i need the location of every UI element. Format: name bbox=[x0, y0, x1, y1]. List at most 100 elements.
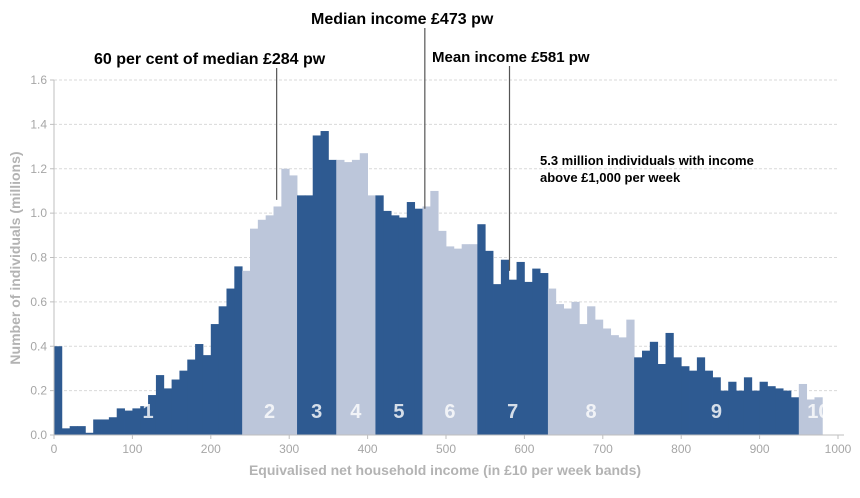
histogram-bar bbox=[210, 324, 220, 435]
histogram-bar bbox=[116, 408, 125, 435]
y-tick-label: 0.8 bbox=[30, 251, 47, 265]
histogram-bar bbox=[649, 341, 659, 435]
histogram-bar bbox=[289, 175, 298, 435]
histogram-bar bbox=[281, 168, 290, 435]
histogram-bar bbox=[767, 386, 776, 435]
y-tick-label: 0.2 bbox=[30, 384, 47, 398]
histogram-bar bbox=[312, 135, 321, 435]
histogram-bar bbox=[304, 195, 314, 435]
histogram-bar bbox=[108, 417, 118, 435]
y-tick-labels: 0.0 0.2 0.4 0.6 0.8 1.0 1.2 1.4 1.6 bbox=[30, 73, 47, 442]
histogram-bar bbox=[673, 357, 682, 435]
histogram-bar bbox=[187, 359, 196, 435]
histogram-bar bbox=[555, 304, 564, 435]
histogram-bar bbox=[77, 426, 86, 435]
histogram-bar bbox=[728, 381, 737, 435]
histogram-bar bbox=[265, 215, 274, 435]
decile-label: 8 bbox=[585, 401, 596, 423]
histogram-bar bbox=[500, 259, 510, 435]
histogram-bar bbox=[148, 395, 157, 435]
histogram-bar bbox=[563, 308, 572, 435]
histogram-bar bbox=[344, 162, 353, 435]
histogram-bar bbox=[540, 273, 549, 435]
histogram-bar bbox=[571, 301, 580, 435]
histogram-bar bbox=[814, 397, 823, 435]
histogram-bar bbox=[477, 224, 486, 435]
x-tick-label: 400 bbox=[358, 442, 378, 456]
histogram-bar bbox=[736, 390, 745, 435]
histogram-bar bbox=[759, 381, 768, 435]
decile-label: 1 bbox=[143, 401, 154, 423]
x-axis-title: Equivalised net household income (in £10… bbox=[249, 462, 641, 478]
decile-label: 5 bbox=[393, 401, 404, 423]
histogram-bar bbox=[226, 288, 235, 435]
histogram-bar bbox=[806, 399, 815, 435]
histogram-bar bbox=[657, 364, 666, 435]
annotations: 60 per cent of median £284 pw Median inco… bbox=[94, 11, 590, 68]
high-income-note-line-2: above £1,000 per week bbox=[540, 170, 681, 185]
histogram-bar bbox=[132, 408, 141, 435]
y-tick-label: 0.6 bbox=[30, 295, 47, 309]
histogram-bar bbox=[602, 328, 612, 435]
decile-label: 7 bbox=[507, 401, 518, 423]
histogram-bar bbox=[626, 319, 635, 435]
histogram-bar bbox=[179, 370, 188, 435]
histogram-bar bbox=[508, 279, 517, 435]
histogram-bar bbox=[579, 324, 588, 435]
histogram-bar bbox=[743, 377, 753, 435]
y-axis-title: Number of individuals (millions) bbox=[7, 151, 23, 364]
histogram-bar bbox=[547, 288, 557, 435]
histogram-bar bbox=[202, 355, 212, 435]
histogram-bar bbox=[250, 228, 259, 435]
histogram-bar bbox=[163, 388, 172, 435]
x-tick-label: 0 bbox=[51, 442, 58, 456]
histogram-bar bbox=[54, 346, 63, 435]
histogram-bar bbox=[485, 250, 494, 435]
histogram-bar bbox=[610, 335, 619, 435]
histogram-bar bbox=[446, 246, 455, 435]
histogram-bar bbox=[532, 268, 541, 435]
histogram-bar bbox=[61, 428, 71, 435]
histogram-bar bbox=[124, 410, 133, 435]
y-tick-label: 0.4 bbox=[30, 339, 47, 353]
histogram-bars bbox=[54, 131, 823, 435]
y-tick-label: 1.2 bbox=[30, 162, 47, 176]
histogram-bar bbox=[634, 357, 643, 435]
histogram-bar bbox=[391, 215, 400, 435]
x-tick-label: 800 bbox=[671, 442, 691, 456]
annotation-label: 60 per cent of median £284 pw bbox=[94, 51, 326, 68]
histogram-bar bbox=[689, 370, 698, 435]
x-tick-labels: 0 100 200 300 400 500 600 700 800 900 1000 bbox=[51, 442, 852, 456]
histogram-bar bbox=[351, 159, 361, 435]
histogram-bar bbox=[696, 357, 706, 435]
histogram-bar bbox=[328, 159, 337, 435]
y-tick-label: 1.0 bbox=[30, 206, 47, 220]
axes bbox=[53, 80, 844, 436]
y-tick-label: 1.6 bbox=[30, 73, 47, 87]
histogram-bar bbox=[398, 217, 408, 435]
histogram-bar bbox=[93, 419, 102, 435]
decile-label: 3 bbox=[311, 401, 322, 423]
histogram-bar bbox=[665, 332, 674, 435]
decile-labels: 1 2 3 4 5 6 7 8 9 10 bbox=[143, 401, 830, 423]
x-tick-label: 1000 bbox=[825, 442, 852, 456]
histogram-bar bbox=[493, 284, 502, 435]
histogram-bar bbox=[642, 350, 651, 435]
decile-label: 4 bbox=[350, 401, 362, 423]
histogram-bar bbox=[798, 383, 808, 435]
histogram-bar bbox=[273, 206, 282, 435]
histogram-bar bbox=[85, 432, 94, 435]
x-tick-label: 300 bbox=[279, 442, 299, 456]
histogram-bar bbox=[242, 270, 251, 435]
x-tick-label: 700 bbox=[593, 442, 613, 456]
histogram-bar bbox=[406, 202, 416, 435]
histogram-bar bbox=[359, 153, 368, 435]
histogram-bar bbox=[720, 390, 729, 435]
histogram-bar bbox=[618, 337, 627, 435]
histogram-bar bbox=[430, 190, 439, 435]
histogram-bar bbox=[438, 230, 447, 435]
histogram-bar bbox=[775, 388, 784, 435]
decile-label: 6 bbox=[444, 401, 455, 423]
histogram-bar bbox=[594, 319, 604, 435]
